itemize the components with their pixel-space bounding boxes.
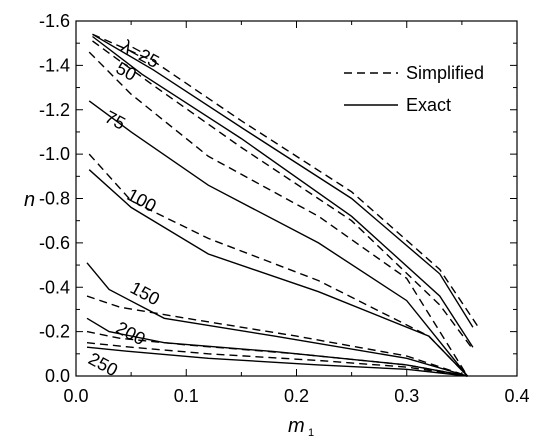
legend: Simplified Exact bbox=[344, 63, 484, 115]
curve-label: 150 bbox=[127, 278, 163, 310]
series-line-lambda-150-solid bbox=[86, 262, 468, 377]
y-tick-label: -1.2 bbox=[39, 100, 70, 120]
series-line-lambda-150-dashed bbox=[86, 295, 468, 377]
x-tick-label: 0.1 bbox=[174, 386, 199, 406]
y-axis-label: n bbox=[24, 189, 35, 211]
series-line-lambda-100-dashed bbox=[88, 153, 468, 377]
series-line-lambda-100-solid bbox=[88, 169, 468, 377]
y-tick-labels: 0.0 -0.2 -0.4 -0.6 -0.8 -1.0 -1.2 -1.4 -1.6 bbox=[39, 11, 70, 386]
y-tick-label: -1.6 bbox=[39, 11, 70, 31]
series-line-lambda-75-solid bbox=[88, 100, 468, 377]
y-tick-label: -1.0 bbox=[39, 144, 70, 164]
series-group bbox=[86, 33, 479, 377]
legend-simplified-label: Simplified bbox=[406, 63, 484, 83]
x-tick-label: 0.0 bbox=[63, 386, 88, 406]
y-tick-label: 0.0 bbox=[45, 366, 70, 386]
series-line-lambda-75-dashed bbox=[88, 51, 468, 377]
axis-ticks bbox=[75, 20, 518, 377]
x-tick-label: 0.4 bbox=[504, 386, 529, 406]
y-tick-label: -0.6 bbox=[39, 233, 70, 253]
x-tick-labels: 0.0 0.1 0.2 0.3 0.4 bbox=[63, 386, 529, 406]
series-line-lambda-250-solid bbox=[86, 346, 468, 377]
x-axis-label: m bbox=[288, 415, 305, 437]
series-line-lambda-50-solid bbox=[92, 35, 474, 348]
curve-label: 100 bbox=[124, 184, 160, 216]
series-line-lambda-50-dashed bbox=[92, 40, 474, 350]
series-line-lambda-200-dashed bbox=[86, 330, 468, 377]
y-tick-label: -1.4 bbox=[39, 55, 70, 75]
x-tick-label: 0.3 bbox=[394, 386, 419, 406]
series-line-lambda-25-dashed bbox=[92, 33, 479, 328]
y-tick-label: -0.8 bbox=[39, 189, 70, 209]
x-tick-label: 0.2 bbox=[284, 386, 309, 406]
curve-label: 200 bbox=[113, 317, 149, 349]
curve-label: 75 bbox=[102, 107, 129, 134]
y-tick-label: -0.4 bbox=[39, 277, 70, 297]
series-line-lambda-25-solid bbox=[92, 33, 474, 328]
y-tick-label: -0.2 bbox=[39, 322, 70, 342]
series-line-lambda-250-dashed bbox=[86, 342, 468, 377]
x-axis-label-subscript: 1 bbox=[308, 427, 314, 439]
legend-exact-label: Exact bbox=[406, 95, 451, 115]
